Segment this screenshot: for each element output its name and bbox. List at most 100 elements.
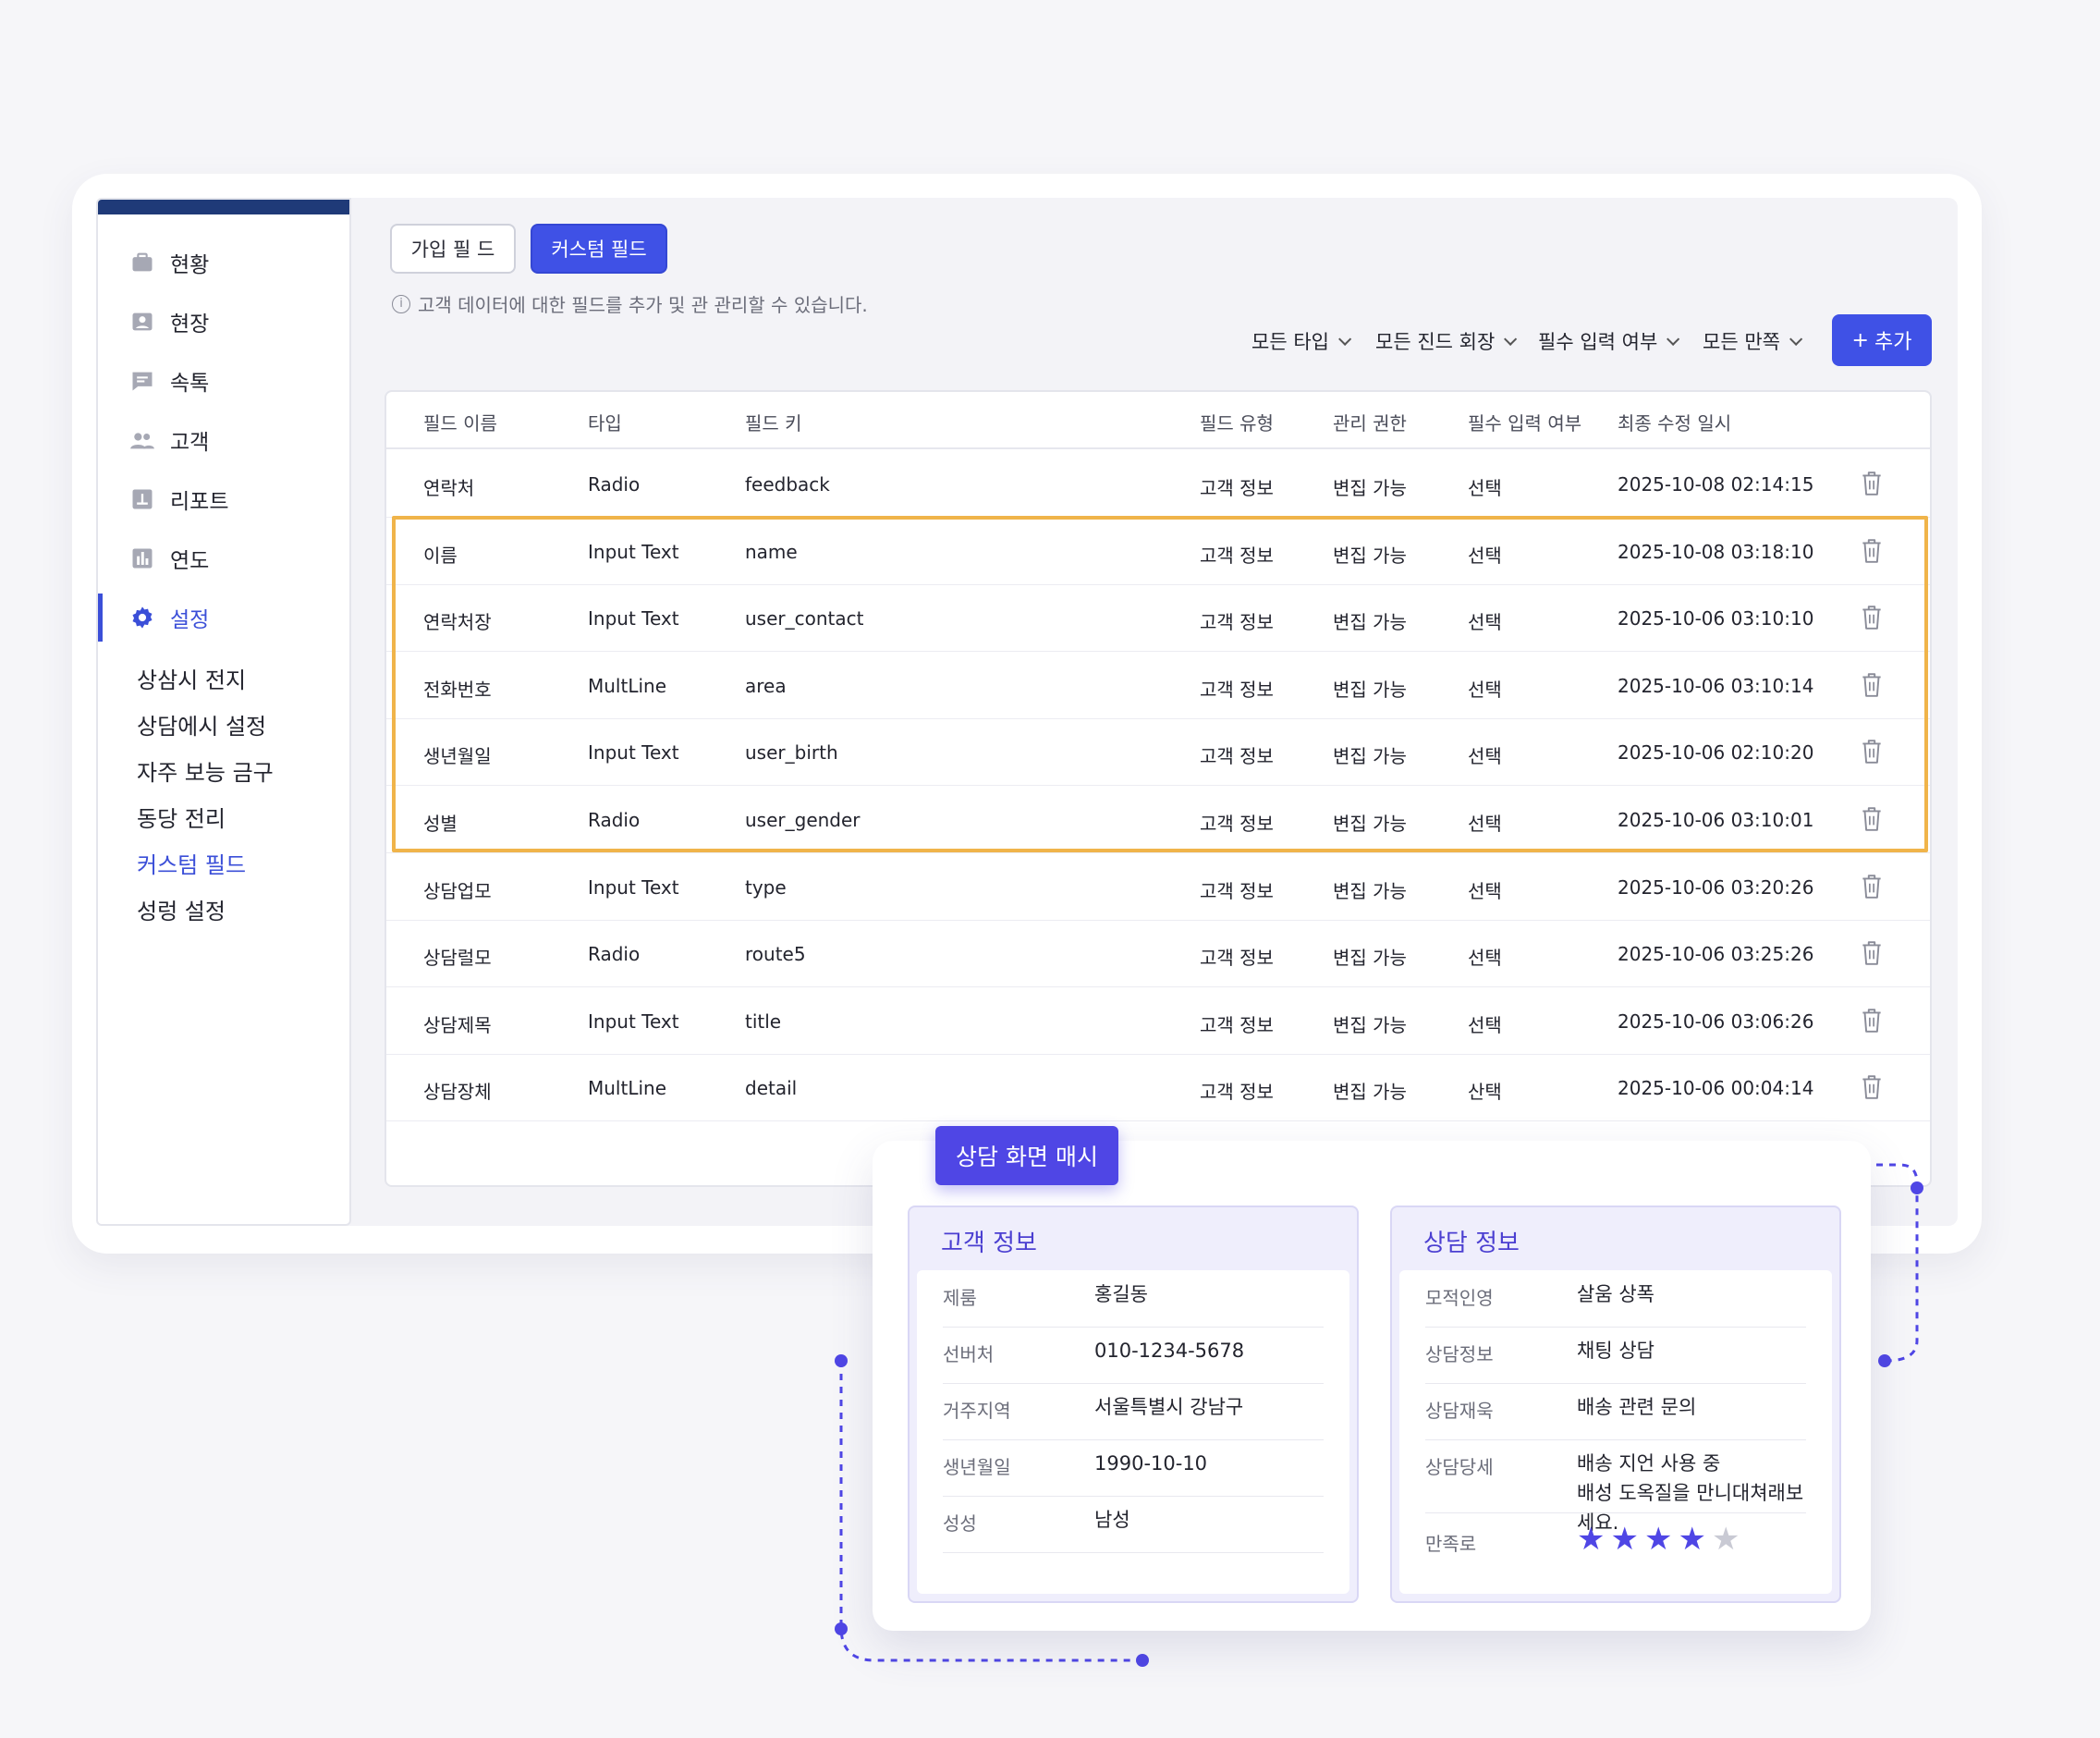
table-row[interactable]: 상담제목 Input Text title 고객 정보 변집 가능 선택 2025-10-0… xyxy=(386,988,1930,1055)
filter-field-dropdown[interactable]: 모든 진드 회장 xyxy=(1375,327,1518,355)
filter-all-dropdown[interactable]: 모든 만쪽 xyxy=(1703,327,1803,355)
info-key: 상담정보 xyxy=(1425,1343,1494,1365)
sidebar-item-chat[interactable]: 속톡 xyxy=(98,357,349,405)
cell-updated-at: 2025-10-08 03:18:10 xyxy=(1618,540,1814,563)
trash-icon[interactable] xyxy=(1860,738,1884,765)
chart-icon xyxy=(129,545,155,571)
cell-required: 선택 xyxy=(1468,678,1502,701)
cell-permission: 변집 가능 xyxy=(1333,544,1407,567)
cell-permission: 변집 가능 xyxy=(1333,1013,1407,1036)
col-header: 타입 xyxy=(588,412,622,434)
sidebar-subitem[interactable]: 동당 전리 xyxy=(137,806,226,832)
cell-field-name: 생년월일 xyxy=(423,745,492,768)
trash-icon[interactable] xyxy=(1860,537,1884,565)
cell-field-key: type xyxy=(745,875,787,899)
filter-label: 필수 입력 여부 xyxy=(1538,331,1658,353)
consult-info-panel: 상담 정보 모적인영 살움 상폭 상담정보 채팅 상담 상담재욱 배송 관련 문의 상담당세… xyxy=(1390,1206,1841,1603)
trash-icon[interactable] xyxy=(1860,1007,1884,1034)
trash-icon[interactable] xyxy=(1860,939,1884,967)
sidebar-item-settings[interactable]: 설정 xyxy=(98,594,349,642)
panel-title: 고객 정보 xyxy=(941,1230,1037,1257)
add-field-button[interactable]: + 추가 xyxy=(1832,314,1932,366)
info-row: 선버처 010-1234-5678 xyxy=(943,1327,1324,1384)
sidebar-subitem[interactable]: 자주 보능 금구 xyxy=(137,760,274,786)
sidebar-subitem[interactable]: 성렁 설정 xyxy=(137,899,226,924)
panel-title: 상담 정보 xyxy=(1423,1230,1520,1257)
table-row[interactable]: 상담업모 Input Text type 고객 정보 변집 가능 선택 2025-10-06… xyxy=(386,854,1930,921)
sidebar-item-label: 고객 xyxy=(170,431,210,455)
cell-type: Input Text xyxy=(588,1010,679,1033)
connector-dot xyxy=(1878,1354,1891,1367)
cell-type: Radio xyxy=(588,473,641,496)
sidebar-item-label: 리포트 xyxy=(170,490,229,514)
sidebar: 현황 현장 속톡 고객 리포트 연도 설정 상삼시 전지 상담에시 설정 자주 … xyxy=(96,198,351,1226)
sidebar-item-label: 속톡 xyxy=(170,372,210,396)
sidebar-item-report[interactable]: 리포트 xyxy=(98,475,349,523)
trash-icon[interactable] xyxy=(1860,604,1884,631)
sidebar-item-field[interactable]: 현장 xyxy=(98,298,349,346)
table-row[interactable]: 상담장체 MultLine detail 고객 정보 변집 가능 산택 2025-10-06… xyxy=(386,1055,1930,1122)
cell-permission: 변집 가능 xyxy=(1333,678,1407,701)
cell-field-category: 고객 정보 xyxy=(1200,477,1274,499)
cell-permission: 변집 가능 xyxy=(1333,813,1407,835)
cell-updated-at: 2025-10-08 02:14:15 xyxy=(1618,473,1814,496)
info-row: 거주지역 서울특별시 강남구 xyxy=(943,1383,1324,1440)
cell-field-category: 고객 정보 xyxy=(1200,1013,1274,1036)
tab-custom-field[interactable]: 커스텀 필드 xyxy=(531,224,667,274)
customer-info-panel: 고객 정보 제룸 홍길동 선버처 010-1234-5678 거주지역 서울특별시 강남구… xyxy=(908,1206,1359,1603)
cell-field-key: route5 xyxy=(745,943,806,966)
trash-icon[interactable] xyxy=(1860,671,1884,699)
col-header: 필드 이름 xyxy=(423,412,497,434)
cell-field-name: 상담제목 xyxy=(423,1013,492,1036)
cell-field-category: 고객 정보 xyxy=(1200,611,1274,634)
cell-field-category: 고객 정보 xyxy=(1200,544,1274,567)
cell-field-key: user_birth xyxy=(745,741,838,765)
trash-icon[interactable] xyxy=(1860,805,1884,833)
sidebar-item-customers[interactable]: 고객 xyxy=(98,416,349,464)
sidebar-item-status[interactable]: 현황 xyxy=(98,239,349,287)
trash-icon[interactable] xyxy=(1860,1073,1884,1101)
table-row[interactable]: 상담럴모 Radio route5 고객 정보 변집 가능 선택 2025-10-06 03… xyxy=(386,921,1930,988)
connector-dot xyxy=(1911,1181,1923,1194)
info-key: 선버처 xyxy=(943,1343,995,1365)
sidebar-subitem-custom-field[interactable]: 커스텀 필드 xyxy=(137,852,247,878)
table-row[interactable]: 연락처 Radio feedback 고객 정보 변집 가능 선택 2025-10-08 0… xyxy=(386,451,1930,518)
cell-permission: 변집 가능 xyxy=(1333,947,1407,970)
cell-field-name: 연락처 xyxy=(423,477,475,499)
preview-badge: 상담 화면 매시 xyxy=(935,1126,1118,1185)
table-row[interactable]: 성별 Radio user_gender 고객 정보 변집 가능 선택 2025-10-06… xyxy=(386,787,1930,853)
table-row[interactable]: 연락처장 Input Text user_contact 고객 정보 변집 가능 선택 20… xyxy=(386,585,1930,653)
add-button-label: 추가 xyxy=(1874,331,1912,354)
sidebar-item-year[interactable]: 연도 xyxy=(98,534,349,582)
star-empty-icon: ★ xyxy=(1711,1521,1740,1558)
cell-field-key: area xyxy=(745,674,787,697)
sidebar-subitem[interactable]: 상삼시 전지 xyxy=(137,667,247,693)
sidebar-item-label: 현장 xyxy=(170,312,210,337)
trash-icon[interactable] xyxy=(1860,873,1884,900)
tab-signup-field[interactable]: 가입 필 드 xyxy=(390,224,516,274)
info-icon: i xyxy=(392,294,410,313)
filter-required-dropdown[interactable]: 필수 입력 여부 xyxy=(1538,327,1680,355)
cell-type: Radio xyxy=(588,809,641,831)
cell-field-key: user_contact xyxy=(745,607,864,630)
info-value: 홍길동 xyxy=(1094,1283,1148,1305)
info-key: 성성 xyxy=(943,1512,977,1535)
sidebar-subitem[interactable]: 상담에시 설정 xyxy=(137,714,267,740)
filter-type-dropdown[interactable]: 모든 타입 xyxy=(1251,327,1352,355)
cell-type: Input Text xyxy=(588,875,679,899)
info-value: 남성 xyxy=(1094,1509,1130,1531)
panel-body: 모적인영 살움 상폭 상담정보 채팅 상담 상담재욱 배송 관련 문의 상담당세 배송 지언 … xyxy=(1399,1270,1832,1594)
image-icon xyxy=(129,309,155,335)
cell-type: Input Text xyxy=(588,741,679,765)
table-row[interactable]: 이름 Input Text name 고객 정보 변집 가능 선택 2025-10-08 0… xyxy=(386,519,1930,585)
info-value: 채팅 상담 xyxy=(1577,1340,1654,1362)
cell-updated-at: 2025-10-06 03:10:10 xyxy=(1618,607,1814,630)
hint-text-row: i 고객 데이터에 대한 필드를 추가 및 관 관리할 수 있습니다. xyxy=(392,290,868,317)
cell-required: 선택 xyxy=(1468,477,1502,499)
table-row[interactable]: 전화번호 MultLine area 고객 정보 변집 가능 선택 2025-10-06 0… xyxy=(386,653,1930,719)
info-row: 모적인영 살움 상폭 xyxy=(1425,1270,1806,1328)
cell-field-category: 고객 정보 xyxy=(1200,879,1274,902)
trash-icon[interactable] xyxy=(1860,470,1884,497)
table-row[interactable]: 생년월일 Input Text user_birth 고객 정보 변집 가능 선택 2025… xyxy=(386,719,1930,787)
cell-field-category: 고객 정보 xyxy=(1200,947,1274,970)
